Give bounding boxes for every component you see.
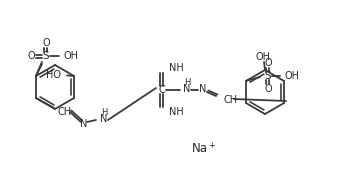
- Text: Na: Na: [192, 141, 208, 154]
- Text: NH: NH: [169, 107, 184, 117]
- Text: CH: CH: [224, 95, 238, 105]
- Text: H: H: [101, 107, 107, 116]
- Text: OH: OH: [255, 52, 271, 62]
- Text: O: O: [42, 38, 50, 48]
- Text: OH: OH: [64, 51, 79, 61]
- Text: O: O: [264, 84, 272, 94]
- Text: S: S: [265, 71, 271, 81]
- Text: N: N: [100, 114, 108, 124]
- Text: C: C: [159, 85, 166, 95]
- Text: N: N: [183, 84, 191, 94]
- Text: O: O: [27, 51, 35, 61]
- Text: NH: NH: [169, 63, 184, 73]
- Text: O: O: [264, 58, 272, 68]
- Text: N: N: [80, 119, 88, 129]
- Text: H: H: [184, 78, 190, 87]
- Text: OH: OH: [285, 71, 300, 81]
- Text: N: N: [199, 84, 207, 94]
- Text: HO: HO: [46, 70, 61, 80]
- Text: +: +: [209, 141, 215, 150]
- Text: S: S: [43, 51, 49, 61]
- Text: CH: CH: [58, 107, 72, 117]
